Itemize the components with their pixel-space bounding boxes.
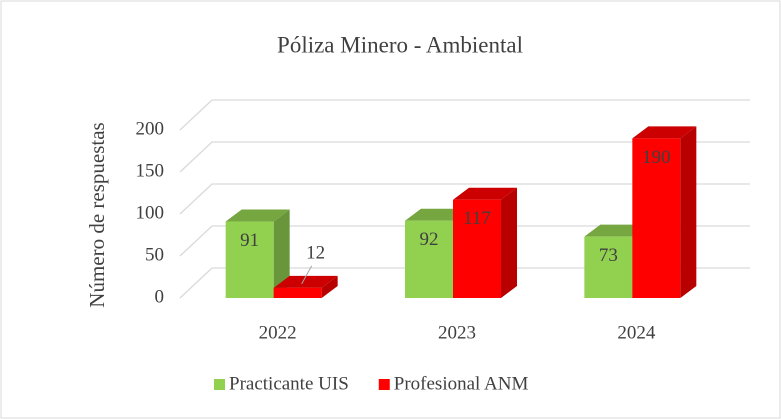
bar-top — [632, 126, 697, 139]
x-tick-label: 2022 — [259, 322, 297, 343]
data-label: 91 — [240, 230, 259, 251]
legend-label: Profesional ANM — [394, 373, 529, 394]
y-tick-label: 200 — [136, 118, 165, 139]
bar — [273, 287, 322, 298]
grid-line — [179, 99, 750, 131]
bar — [453, 199, 501, 298]
data-label: 73 — [599, 245, 618, 266]
legend-swatch — [214, 379, 225, 390]
data-label: 92 — [420, 229, 439, 250]
bar — [632, 138, 681, 298]
bar-side — [680, 126, 697, 299]
chart-title: Póliza Minero - Ambiental — [277, 32, 523, 57]
y-tick-label: 100 — [136, 202, 165, 223]
grid-line — [179, 225, 750, 257]
y-tick-label: 150 — [136, 160, 165, 181]
x-tick-label: 2023 — [438, 322, 476, 343]
grid-line — [179, 267, 750, 299]
y-tick-label: 50 — [145, 244, 164, 265]
data-label: 190 — [642, 147, 671, 168]
y-axis-label: Número de respuestas — [85, 122, 109, 307]
data-label: 12 — [306, 242, 325, 263]
bar-side — [273, 209, 290, 298]
bar-top — [273, 275, 338, 288]
bar-side — [321, 275, 338, 298]
bar — [405, 220, 453, 298]
label-leader — [301, 265, 313, 285]
x-tick-label: 2024 — [617, 322, 656, 343]
bar-top — [225, 209, 290, 222]
bar-top — [453, 187, 517, 200]
grid-line — [179, 141, 750, 173]
bar — [584, 236, 633, 298]
bar — [225, 221, 274, 298]
legend-swatch — [378, 379, 390, 390]
legend-label: Practicante UIS — [229, 373, 349, 394]
data-label: 117 — [463, 208, 491, 229]
grid-line — [179, 183, 750, 215]
y-tick-label: 0 — [155, 286, 165, 307]
bar-side — [501, 187, 517, 298]
